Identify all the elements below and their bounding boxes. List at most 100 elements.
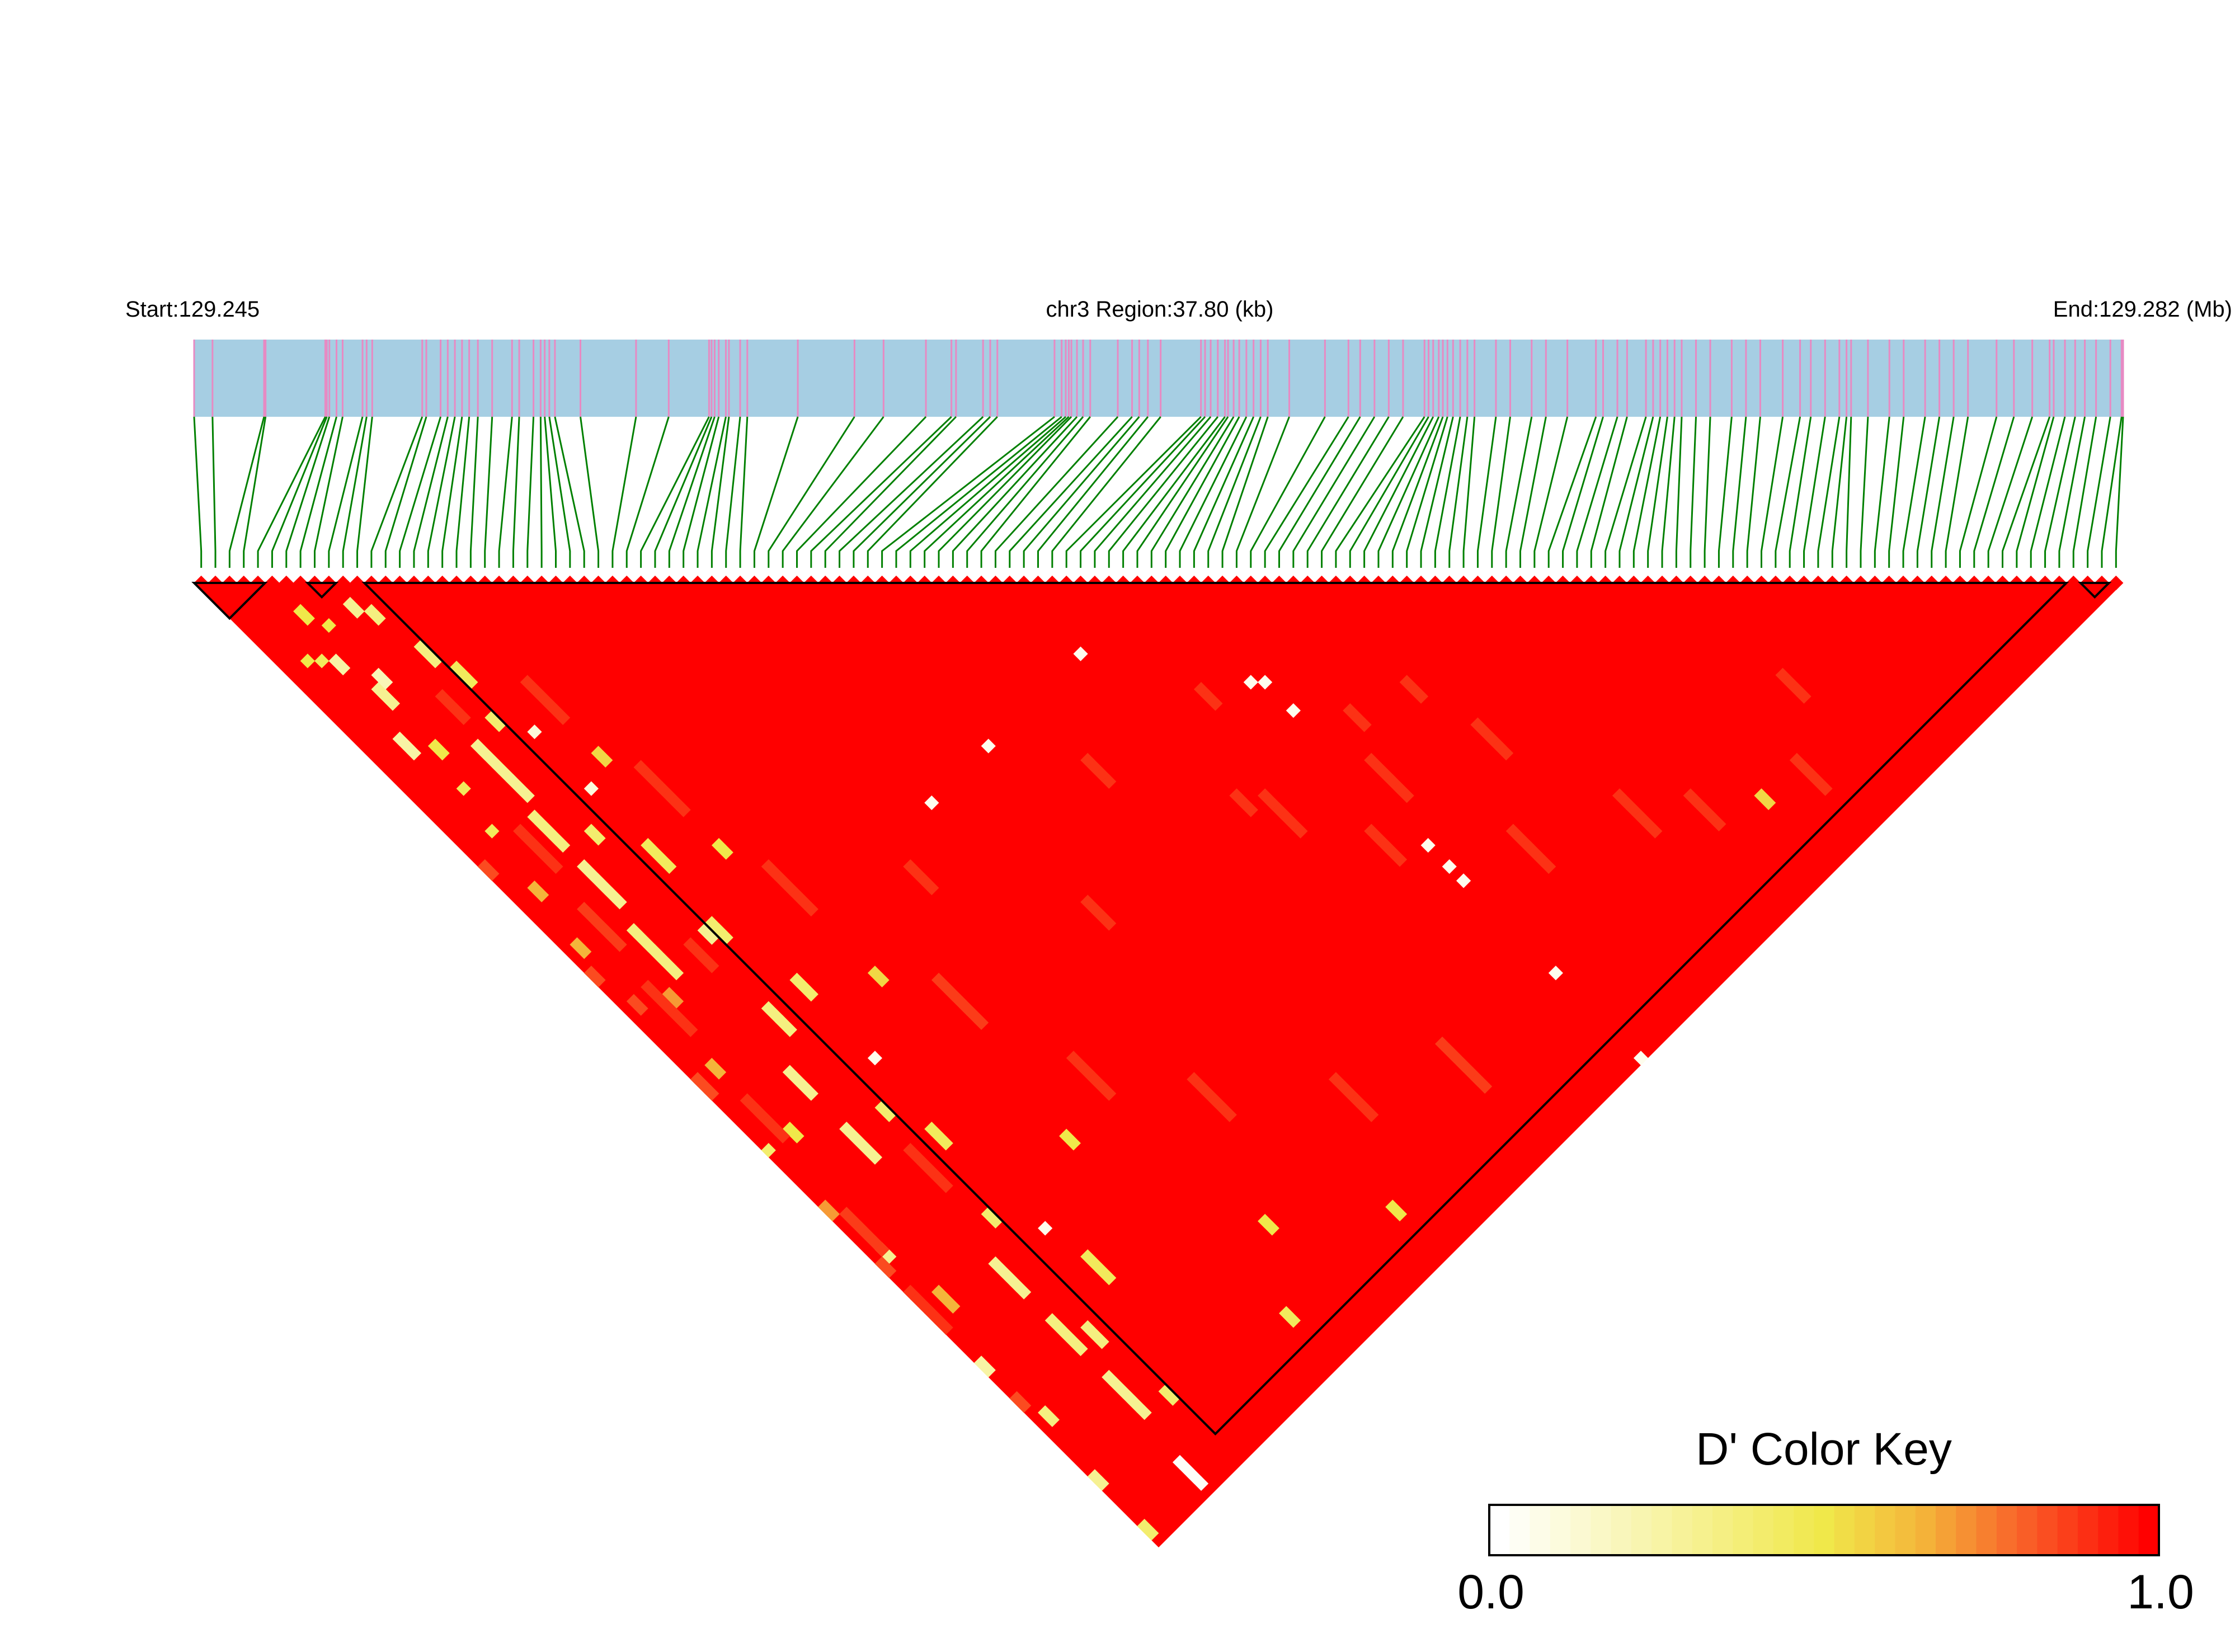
color-key-bar [1488,1504,2160,1556]
snp-link [257,416,326,568]
snp-link [2101,416,2123,568]
snp-link [498,416,513,568]
color-key-bin [2138,1505,2159,1555]
ld-cell [577,944,592,959]
snp-link [867,416,998,568]
snp-link [1094,416,1212,568]
snp-link [711,416,730,568]
snp-link [668,416,716,568]
snp-link [314,416,344,568]
snp-link [193,416,203,568]
ld-cell [1761,795,1776,811]
color-key-bin [1591,1505,1612,1555]
snp-link [370,416,424,568]
color-key-bin [1672,1505,1693,1555]
snp-link [544,416,557,568]
ld-cell [435,746,450,761]
color-key-bin [1530,1505,1551,1555]
snp-link [1661,416,1676,568]
snp-tip [279,575,294,591]
snp-link [243,416,267,568]
snp-link [895,416,1062,568]
ld-cell [973,1015,989,1030]
ld-cell [1102,916,1117,931]
snp-link [285,416,331,568]
ld-cell [1442,859,1457,874]
snp-link [1590,416,1628,568]
ld-cell [1017,1398,1032,1413]
ld-cell [704,1086,719,1101]
ld-cell [1137,1405,1152,1420]
snp-link [1462,416,1476,568]
ld-cell [1286,1313,1301,1328]
ld-block-outline [304,582,339,599]
snp-link [2030,416,2066,568]
color-key-bin [1733,1505,1754,1555]
snp-link [1718,416,1733,568]
start-label: Start:129.245 [125,297,260,322]
ld-cell [924,880,939,896]
ld-cell [1818,781,1833,796]
snp-link [1945,416,1969,568]
snp-link [1973,416,2015,568]
snp-link [1874,416,1890,568]
ld-cell [1264,1221,1279,1236]
ld-cell [1357,717,1372,732]
color-key-title: D' Color Key [1696,1424,1952,1475]
snp-link [1817,416,1841,568]
ld-cell [1364,1107,1379,1122]
ld-cell [1102,1086,1117,1101]
color-key-bin [1570,1505,1591,1555]
color-key-bin [1550,1505,1571,1555]
snp-link [2016,416,2055,568]
snp-link [1080,416,1206,568]
color-key: D' Color Key 0.0 1.0 [1457,1424,2194,1619]
snp-link [1377,416,1440,568]
ld-cell [456,710,471,725]
color-key-bin [1996,1505,2017,1555]
ld-cell [336,661,351,676]
ld-cell [591,972,606,987]
ld-cell [1286,703,1301,718]
color-key-bin [1794,1505,1814,1555]
ld-cell [520,788,535,803]
ld-cell [548,859,563,874]
snp-link [1775,416,1801,568]
ld-cell [711,1065,727,1080]
snp-link [1746,416,1761,568]
snp-link [1491,416,1511,568]
snp-link [824,416,957,568]
snp-link [1235,416,1290,568]
snp-link [1037,416,1149,568]
snp-link [683,416,720,568]
snp-link [1335,416,1425,568]
snp-tip [265,575,280,591]
snp-link [1704,416,1711,568]
snp-link [1207,416,1262,568]
ld-cell [456,781,471,796]
color-key-bin [1814,1505,1835,1555]
color-key-bin [1773,1505,1794,1555]
color-key-bin [1854,1505,1875,1555]
snp-link [427,416,456,568]
ld-cell [534,887,549,902]
ld-cell [789,1128,804,1143]
ld-cell [1243,675,1258,690]
ld-cell [1456,873,1471,888]
ld-cell [1102,1270,1117,1286]
snp-link [342,416,368,568]
snp-link [1562,416,1604,568]
color-key-bin [1936,1505,1956,1555]
ld-cell [484,823,500,839]
ld-cell [633,1001,648,1016]
ld-cell [981,738,996,754]
color-key-bin [1875,1505,1895,1555]
snp-link [810,416,952,568]
snp-link [640,416,710,568]
snp-link [611,416,637,568]
ld-cell [1017,1284,1032,1300]
ld-cell [1399,788,1414,803]
snp-link [228,416,265,568]
snp-link [1009,416,1133,568]
